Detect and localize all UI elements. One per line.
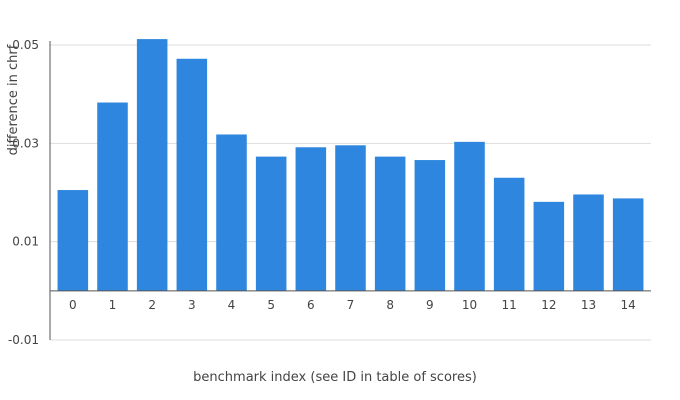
y-tick-label: -0.01 — [8, 333, 39, 347]
bar-8 — [374, 156, 406, 291]
bar-10 — [454, 141, 485, 291]
x-tick-label: 4 — [228, 298, 236, 312]
y-tick-label: 0.01 — [12, 235, 39, 249]
x-tick-label: 10 — [462, 298, 477, 312]
y-tick-labels: -0.01 0.01 0.03 0.05 — [8, 38, 39, 347]
bar-12 — [533, 201, 565, 291]
bar-4 — [216, 134, 247, 291]
x-tick-label: 9 — [426, 298, 434, 312]
x-tick-label: 2 — [148, 298, 156, 312]
bar-7 — [335, 145, 366, 291]
x-tick-label: 1 — [109, 298, 117, 312]
bar-3 — [176, 58, 208, 291]
x-tick-label: 14 — [621, 298, 636, 312]
bars — [57, 39, 644, 291]
bar-9 — [414, 160, 446, 291]
bar-11 — [493, 177, 525, 291]
x-tick-label: 12 — [541, 298, 556, 312]
x-tick-labels: 0 1 2 3 4 5 6 7 8 9 10 11 12 13 14 — [69, 298, 636, 312]
x-tick-label: 8 — [386, 298, 394, 312]
x-tick-label: 7 — [347, 298, 355, 312]
x-tick-label: 6 — [307, 298, 315, 312]
x-tick-label: 11 — [502, 298, 517, 312]
bar-13 — [573, 194, 604, 291]
x-tick-label: 0 — [69, 298, 77, 312]
x-tick-label: 5 — [267, 298, 275, 312]
x-tick-label: 3 — [188, 298, 196, 312]
bar-14 — [612, 198, 644, 291]
bar-5 — [255, 156, 287, 291]
y-axis-label: difference in chrf — [6, 44, 21, 155]
y-tick-label: 0.05 — [12, 38, 39, 52]
y-tick-label: 0.03 — [12, 136, 39, 150]
bar-1 — [97, 102, 128, 291]
x-tick-label: 13 — [581, 298, 596, 312]
bar-2 — [136, 39, 168, 291]
bar-0 — [57, 190, 89, 291]
x-axis-label: benchmark index (see ID in table of scor… — [193, 370, 477, 385]
bar-6 — [295, 147, 327, 291]
